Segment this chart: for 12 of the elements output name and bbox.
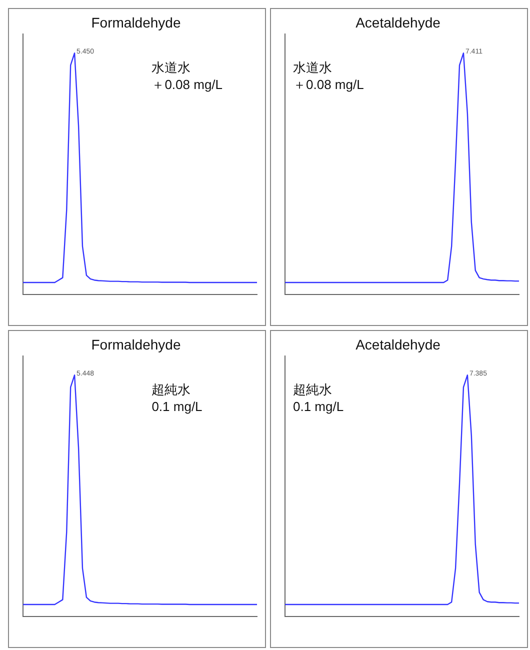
annotation: 超純水 xyxy=(152,382,191,397)
annotation: 水道水 xyxy=(293,60,332,75)
chart-title: Acetaldehyde xyxy=(356,14,441,30)
annotation: 0.1 mg/L xyxy=(152,398,202,414)
annotation: ＋0.08 mg/L xyxy=(152,76,223,92)
chart-title: Acetaldehyde xyxy=(356,336,441,352)
annotation: 超純水 xyxy=(293,382,332,397)
chart-title: Formaldehyde xyxy=(91,14,181,30)
chart-title: Formaldehyde xyxy=(91,336,181,352)
annotation: 水道水 xyxy=(152,60,191,75)
annotation: ＋0.08 mg/L xyxy=(293,76,364,92)
annotation: 0.1 mg/L xyxy=(293,398,344,414)
